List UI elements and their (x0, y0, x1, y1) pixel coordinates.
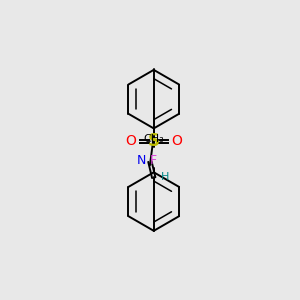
Text: CH₃: CH₃ (143, 134, 164, 144)
Text: H: H (161, 172, 169, 182)
Text: N: N (137, 154, 146, 167)
Text: S: S (148, 133, 160, 151)
Text: F: F (150, 154, 157, 167)
Text: O: O (172, 134, 182, 148)
Text: O: O (125, 134, 136, 148)
